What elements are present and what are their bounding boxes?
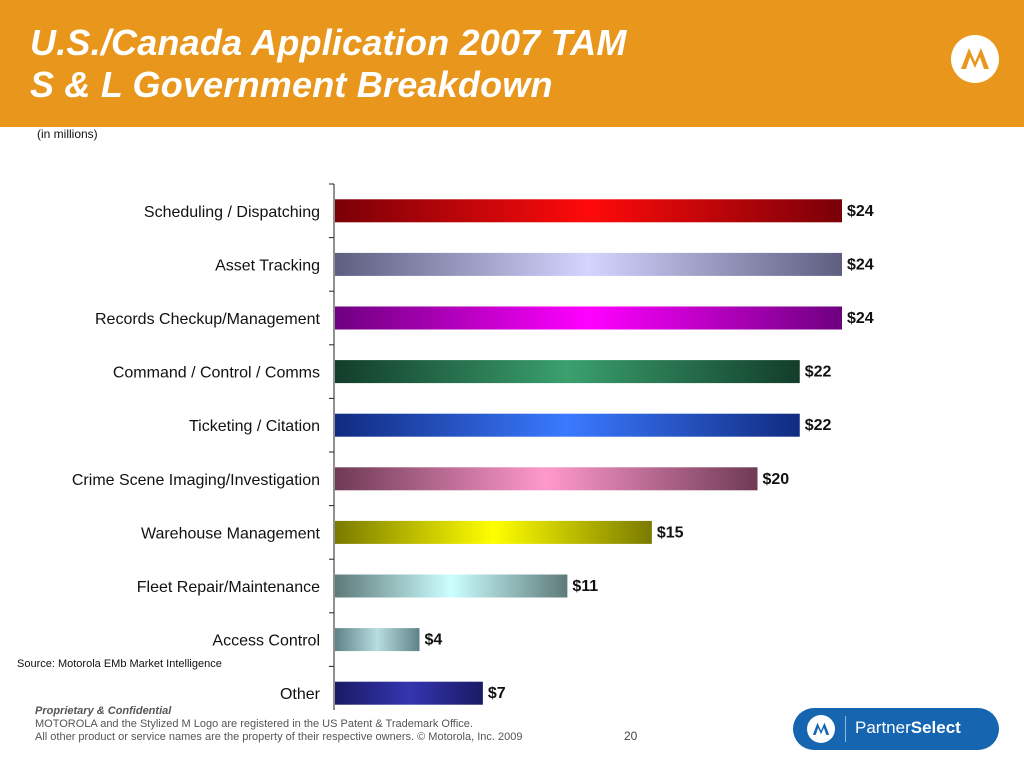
bar <box>335 306 842 330</box>
source-note: Source: Motorola EMb Market Intelligence <box>17 658 222 670</box>
trademark-line-2: All other product or service names are t… <box>35 731 523 743</box>
trademark-line-1: MOTOROLA and the Stylized M Logo are reg… <box>35 718 473 730</box>
motorola-logo-icon <box>951 35 999 83</box>
category-label: Crime Scene Imaging/Investigation <box>72 472 320 489</box>
header-banner: U.S./Canada Application 2007 TAM S & L G… <box>0 0 1024 127</box>
data-label: $24 <box>847 203 874 220</box>
title-line-2: S & L Government Breakdown <box>30 64 553 105</box>
bar <box>335 520 652 544</box>
data-label: $7 <box>488 685 506 702</box>
data-label: $4 <box>425 632 443 649</box>
category-label: Asset Tracking <box>215 257 320 274</box>
category-label: Fleet Repair/Maintenance <box>137 579 320 596</box>
page-title: U.S./Canada Application 2007 TAM S & L G… <box>30 22 627 106</box>
category-label: Warehouse Management <box>141 525 321 542</box>
category-label: Ticketing / Citation <box>189 418 320 435</box>
bar <box>335 413 800 437</box>
data-label: $11 <box>572 578 598 595</box>
partner-m-logo-icon <box>807 715 835 743</box>
bar <box>335 467 758 491</box>
partner-suffix: Select <box>910 718 961 737</box>
data-label: $22 <box>805 364 832 381</box>
confidential-label: Proprietary & Confidential <box>35 705 172 717</box>
partner-select-text: PartnerSelect <box>855 718 961 738</box>
partner-separator <box>845 716 846 742</box>
category-label: Scheduling / Dispatching <box>144 204 320 221</box>
units-note: (in millions) <box>37 127 98 141</box>
category-label: Other <box>280 686 321 703</box>
bar <box>335 252 842 276</box>
title-line-1: U.S./Canada Application 2007 TAM <box>30 22 627 63</box>
category-label: Command / Control / Comms <box>113 365 320 382</box>
data-label: $15 <box>657 524 684 541</box>
data-label: $22 <box>805 417 832 434</box>
category-label: Records Checkup/Management <box>95 311 321 328</box>
bar <box>335 681 483 705</box>
category-label: Access Control <box>212 633 320 650</box>
data-label: $24 <box>847 256 874 273</box>
bar <box>335 628 420 652</box>
bar <box>335 360 800 384</box>
bar <box>335 574 568 598</box>
partner-prefix: Partner <box>855 718 911 737</box>
partner-select-logo: PartnerSelect <box>793 708 999 750</box>
data-label: $24 <box>847 310 874 327</box>
page-number: 20 <box>624 729 638 743</box>
data-label: $20 <box>763 471 790 488</box>
bar <box>335 199 842 223</box>
bar-chart: Scheduling / Dispatching $24 Asset Trackin… <box>72 183 874 710</box>
